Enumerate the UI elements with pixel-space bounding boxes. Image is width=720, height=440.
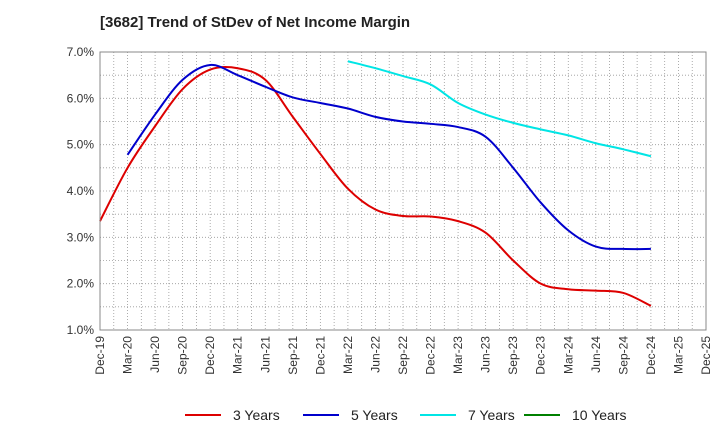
legend-swatch: [185, 414, 221, 416]
legend-item: 10 Years: [524, 404, 627, 426]
x-axis-ticks: Dec-19 Mar-20 Jun-20 Sep-20 Dec-20 Mar-21 Jun-…: [93, 336, 713, 375]
x-tick-label: Jun-23: [479, 336, 493, 373]
x-tick-label: Dec-21: [313, 336, 327, 375]
x-tick-label: Sep-24: [616, 336, 630, 375]
x-tick-label: Dec-20: [203, 336, 217, 375]
y-tick-label: 4.0%: [67, 184, 95, 198]
y-tick-label: 5.0%: [67, 138, 95, 152]
plot-area-frame: [99, 51, 707, 331]
legend: 3 Years 5 Years 7 Years 10 Years: [0, 404, 720, 426]
y-tick-label: 6.0%: [67, 91, 95, 105]
x-tick-label: Dec-25: [699, 336, 713, 375]
legend-item: 3 Years: [185, 404, 280, 426]
legend-item: 7 Years: [420, 404, 515, 426]
legend-swatch: [524, 414, 560, 416]
x-tick-label: Mar-23: [451, 336, 465, 374]
legend-swatch: [420, 414, 456, 416]
x-tick-label: Mar-25: [671, 336, 685, 374]
x-tick-label: Jun-22: [368, 336, 382, 373]
x-tick-label: Mar-22: [341, 336, 355, 374]
x-tick-label: Dec-24: [644, 336, 658, 375]
legend-swatch: [303, 414, 339, 416]
y-tick-label: 3.0%: [67, 230, 95, 244]
y-tick-label: 7.0%: [67, 45, 95, 59]
x-tick-label: Jun-20: [148, 336, 162, 373]
legend-label: 5 Years: [351, 407, 398, 423]
chart-title: [3682] Trend of StDev of Net Income Marg…: [100, 14, 411, 31]
x-tick-label: Sep-22: [396, 336, 410, 375]
series-lines: [99, 60, 652, 307]
x-tick-label: Dec-23: [534, 336, 548, 375]
x-tick-label: Jun-21: [258, 336, 272, 373]
y-axis-ticks: 1.0% 2.0% 3.0% 4.0% 5.0% 6.0% 7.0%: [67, 45, 95, 337]
legend-item: 5 Years: [303, 404, 398, 426]
y-tick-label: 2.0%: [67, 277, 95, 291]
series-line-3-years: [99, 65, 652, 307]
grid-lines: [100, 52, 706, 330]
x-tick-label: Sep-21: [286, 336, 300, 375]
x-tick-label: Mar-20: [121, 336, 135, 374]
y-tick-label: 1.0%: [67, 323, 95, 337]
legend-label: 3 Years: [233, 407, 280, 423]
x-tick-label: Dec-22: [424, 336, 438, 375]
x-tick-label: Sep-23: [506, 336, 520, 375]
x-tick-label: Mar-21: [231, 336, 245, 374]
x-tick-label: Jun-24: [589, 336, 603, 373]
x-tick-label: Sep-20: [176, 336, 190, 375]
series-line-5-years: [126, 63, 651, 251]
x-tick-label: Dec-19: [93, 336, 107, 375]
legend-label: 7 Years: [468, 407, 515, 423]
legend-label: 10 Years: [572, 407, 627, 423]
series-line-7-years: [347, 60, 652, 158]
x-tick-label: Mar-24: [561, 336, 575, 374]
